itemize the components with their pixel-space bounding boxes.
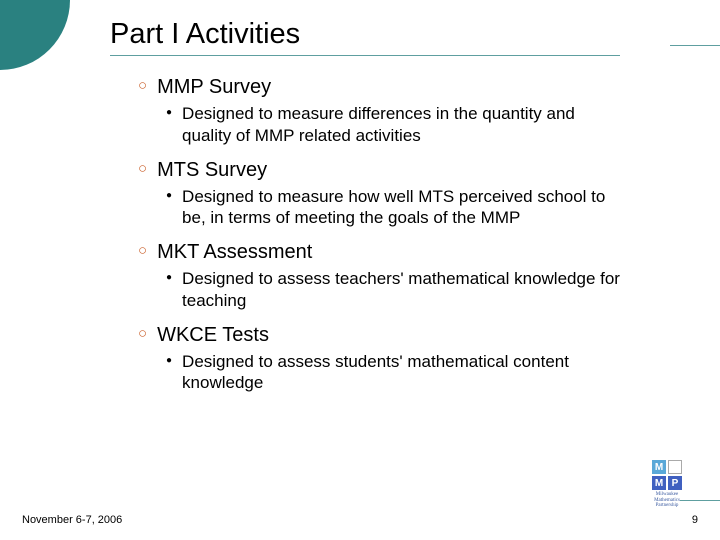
list-item: ○ MMP Survey [138, 74, 660, 101]
subitem-text: Designed to measure differences in the q… [182, 103, 622, 147]
slide-title: Part I Activities [110, 18, 620, 56]
item-label: MTS Survey [157, 157, 267, 184]
list-subitem: ● Designed to assess students' mathemati… [166, 351, 660, 395]
list-item: ○ MTS Survey [138, 157, 660, 184]
hollow-circle-icon: ○ [138, 74, 147, 98]
item-label: MKT Assessment [157, 239, 312, 266]
item-label: WKCE Tests [157, 322, 269, 349]
subitem-text: Designed to measure how well MTS perceiv… [182, 186, 622, 230]
list-item: ○ MKT Assessment [138, 239, 660, 266]
dot-icon: ● [166, 351, 172, 371]
content-list: ○ MMP Survey ● Designed to measure diffe… [110, 74, 660, 394]
dot-icon: ● [166, 103, 172, 123]
subitem-text: Designed to assess students' mathematica… [182, 351, 622, 395]
dot-icon: ● [166, 186, 172, 206]
list-item: ○ WKCE Tests [138, 322, 660, 349]
list-subitem: ● Designed to assess teachers' mathemati… [166, 268, 660, 312]
list-subitem: ● Designed to measure differences in the… [166, 103, 660, 147]
dot-icon: ● [166, 268, 172, 288]
hollow-circle-icon: ○ [138, 322, 147, 346]
hollow-circle-icon: ○ [138, 157, 147, 181]
list-subitem: ● Designed to measure how well MTS perce… [166, 186, 660, 230]
subitem-text: Designed to assess teachers' mathematica… [182, 268, 622, 312]
item-label: MMP Survey [157, 74, 271, 101]
slide: Part I Activities ○ MMP Survey ● Designe… [0, 0, 720, 540]
hollow-circle-icon: ○ [138, 239, 147, 263]
